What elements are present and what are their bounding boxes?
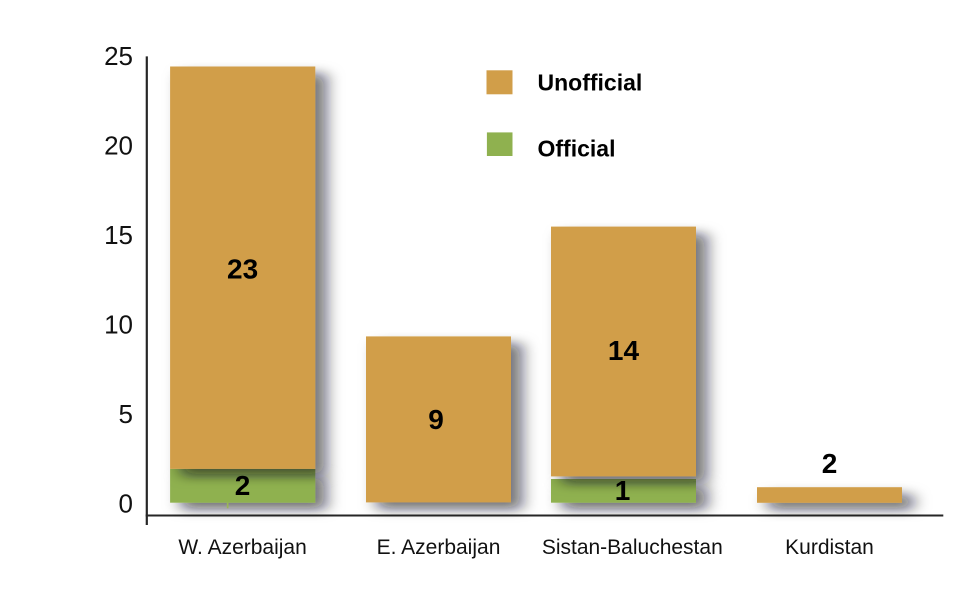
svg-text:23: 23 — [227, 254, 258, 285]
svg-text:Official: Official — [538, 135, 616, 161]
svg-text:E. Azerbaijan: E. Azerbaijan — [377, 536, 501, 559]
svg-text:1: 1 — [615, 475, 631, 506]
svg-text:Unofficial: Unofficial — [538, 70, 643, 96]
svg-text:9: 9 — [428, 404, 444, 435]
svg-text:Sistan-Baluchestan: Sistan-Baluchestan — [542, 536, 723, 559]
svg-text:0: 0 — [119, 488, 133, 518]
svg-text:14: 14 — [608, 335, 640, 366]
svg-text:15: 15 — [104, 220, 133, 250]
svg-text:2: 2 — [235, 470, 251, 501]
svg-text:5: 5 — [119, 399, 133, 429]
svg-text:20: 20 — [104, 131, 133, 161]
svg-text:25: 25 — [104, 41, 133, 71]
svg-text:10: 10 — [104, 309, 133, 339]
svg-text:Kurdistan: Kurdistan — [785, 536, 874, 559]
svg-text:2: 2 — [822, 448, 838, 479]
svg-text:W. Azerbaijan: W. Azerbaijan — [178, 536, 306, 559]
